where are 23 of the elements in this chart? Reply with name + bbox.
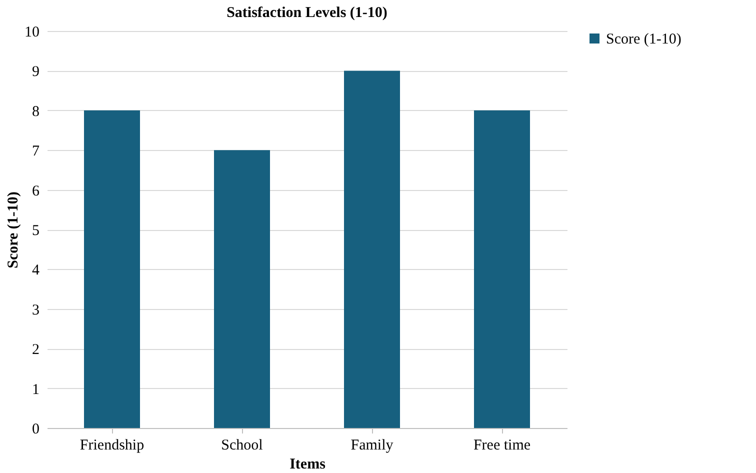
y-tick-label: 1 [32, 382, 40, 398]
y-tick-label: 8 [32, 104, 40, 120]
y-tick-label: 10 [24, 24, 40, 40]
bar [214, 150, 270, 428]
y-tick-label: 2 [32, 342, 40, 358]
x-tick-label: Friendship [80, 438, 144, 454]
bar [474, 110, 530, 428]
y-tick-label: 5 [32, 223, 40, 239]
y-axis-title: Score (1-10) [6, 192, 22, 268]
y-tick-label: 7 [32, 144, 40, 160]
y-tick-label: 4 [32, 262, 40, 279]
bar [344, 70, 400, 428]
y-tick-label: 0 [32, 422, 40, 438]
bar [84, 110, 140, 428]
chart-title: Satisfaction Levels (1-10) [226, 5, 388, 21]
y-tick-label: 3 [32, 302, 40, 318]
legend-label: Score (1-10) [606, 32, 682, 48]
x-axis-title: Items [290, 456, 326, 472]
x-tick-label: Free time [473, 438, 531, 454]
x-tick-label: School [221, 438, 263, 454]
y-tick-label: 9 [32, 64, 40, 80]
y-tick-label: 6 [32, 183, 40, 200]
x-tick-label: Family [350, 438, 394, 454]
